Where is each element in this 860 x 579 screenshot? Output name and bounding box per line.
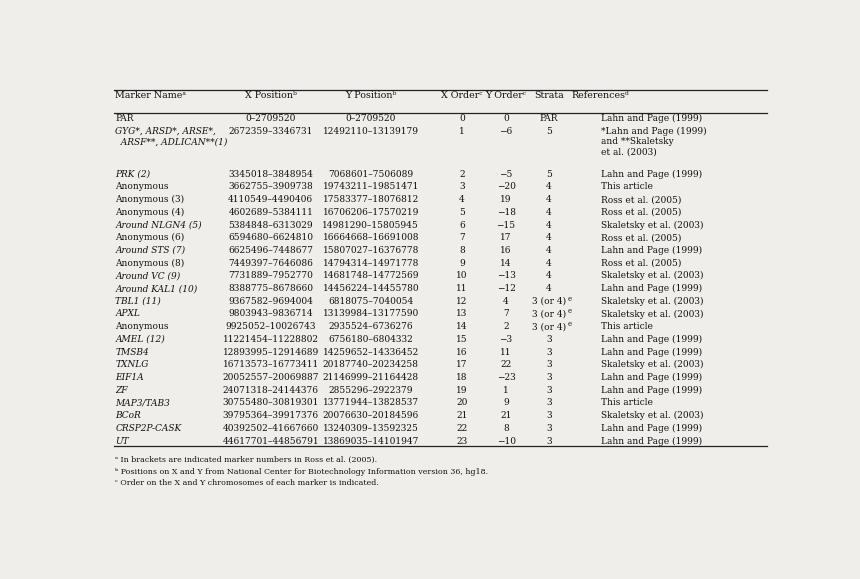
Text: Y Positionᵇ: Y Positionᵇ bbox=[345, 91, 396, 100]
Text: 16713573–16773411: 16713573–16773411 bbox=[223, 360, 319, 369]
Text: 0: 0 bbox=[459, 114, 465, 123]
Text: Lahn and Page (1999): Lahn and Page (1999) bbox=[600, 347, 702, 357]
Text: 13771944–13828537: 13771944–13828537 bbox=[322, 398, 419, 408]
Text: 23: 23 bbox=[457, 437, 468, 446]
Text: 4: 4 bbox=[459, 195, 465, 204]
Text: Ross et al. (2005): Ross et al. (2005) bbox=[600, 208, 681, 217]
Text: 3345018–3848954: 3345018–3848954 bbox=[229, 170, 313, 179]
Text: GYG*, ARSD*, ARSE*,
  ARSF**, ADLICAN**(1): GYG*, ARSD*, ARSE*, ARSF**, ADLICAN**(1) bbox=[115, 127, 228, 146]
Text: 19743211–19851471: 19743211–19851471 bbox=[322, 182, 419, 192]
Text: TXNLG: TXNLG bbox=[115, 360, 149, 369]
Text: MAP3/TAB3: MAP3/TAB3 bbox=[115, 398, 170, 408]
Text: EIF1A: EIF1A bbox=[115, 373, 144, 382]
Text: 4: 4 bbox=[546, 221, 551, 229]
Text: 3: 3 bbox=[546, 347, 551, 357]
Text: 3: 3 bbox=[546, 424, 551, 433]
Text: 16664668–16691008: 16664668–16691008 bbox=[322, 233, 419, 242]
Text: 13869035–14101947: 13869035–14101947 bbox=[322, 437, 419, 446]
Text: 40392502–41667660: 40392502–41667660 bbox=[223, 424, 319, 433]
Text: 12893995–12914689: 12893995–12914689 bbox=[223, 347, 319, 357]
Text: −23: −23 bbox=[497, 373, 515, 382]
Text: −3: −3 bbox=[500, 335, 513, 344]
Text: Lahn and Page (1999): Lahn and Page (1999) bbox=[600, 335, 702, 344]
Text: This article: This article bbox=[600, 182, 653, 192]
Text: ᵃ In brackets are indicated marker numbers in Ross et al. (2005).: ᵃ In brackets are indicated marker numbe… bbox=[115, 456, 378, 464]
Text: 20076630–20184596: 20076630–20184596 bbox=[322, 411, 419, 420]
Text: Lahn and Page (1999): Lahn and Page (1999) bbox=[600, 170, 702, 179]
Text: 4: 4 bbox=[546, 182, 551, 192]
Text: 18: 18 bbox=[457, 373, 468, 382]
Text: Skaletsky et al. (2003): Skaletsky et al. (2003) bbox=[600, 272, 703, 280]
Text: 7: 7 bbox=[503, 310, 509, 318]
Text: 2672359–3346731: 2672359–3346731 bbox=[229, 127, 313, 135]
Text: Lahn and Page (1999): Lahn and Page (1999) bbox=[600, 284, 702, 293]
Text: 3 (or 4): 3 (or 4) bbox=[531, 322, 566, 331]
Text: 8388775–8678660: 8388775–8678660 bbox=[228, 284, 313, 293]
Text: Anonymous (4): Anonymous (4) bbox=[115, 208, 185, 217]
Text: 3: 3 bbox=[546, 411, 551, 420]
Text: 2855296–2922379: 2855296–2922379 bbox=[329, 386, 413, 395]
Text: Skaletsky et al. (2003): Skaletsky et al. (2003) bbox=[600, 297, 703, 306]
Text: 14456224–14455780: 14456224–14455780 bbox=[322, 284, 419, 293]
Text: 15807027–16376778: 15807027–16376778 bbox=[322, 246, 419, 255]
Text: 2: 2 bbox=[459, 170, 465, 179]
Text: Ross et al. (2005): Ross et al. (2005) bbox=[600, 195, 681, 204]
Text: 19: 19 bbox=[457, 386, 468, 395]
Text: 22: 22 bbox=[457, 424, 468, 433]
Text: 2935524–6736276: 2935524–6736276 bbox=[329, 322, 413, 331]
Text: 0–2709520: 0–2709520 bbox=[346, 114, 396, 123]
Text: −5: −5 bbox=[500, 170, 513, 179]
Text: 24071318–24144376: 24071318–24144376 bbox=[223, 386, 319, 395]
Text: Ross et al. (2005): Ross et al. (2005) bbox=[600, 259, 681, 267]
Text: Anonymous: Anonymous bbox=[115, 322, 169, 331]
Text: 3 (or 4): 3 (or 4) bbox=[531, 310, 566, 318]
Text: −15: −15 bbox=[496, 221, 516, 229]
Text: ZF: ZF bbox=[115, 386, 128, 395]
Text: 13139984–13177590: 13139984–13177590 bbox=[322, 310, 419, 318]
Text: 30755480–30819301: 30755480–30819301 bbox=[223, 398, 319, 408]
Text: 16: 16 bbox=[501, 246, 512, 255]
Text: 3 (or 4): 3 (or 4) bbox=[531, 297, 566, 306]
Text: Around NLGN4 (5): Around NLGN4 (5) bbox=[115, 221, 202, 229]
Text: 19: 19 bbox=[501, 195, 512, 204]
Text: 4: 4 bbox=[546, 259, 551, 267]
Text: −6: −6 bbox=[500, 127, 513, 135]
Text: 8: 8 bbox=[459, 246, 465, 255]
Text: 7731889–7952770: 7731889–7952770 bbox=[229, 272, 313, 280]
Text: 14681748–14772569: 14681748–14772569 bbox=[322, 272, 419, 280]
Text: *Lahn and Page (1999)
and **Skaletsky
et al. (2003): *Lahn and Page (1999) and **Skaletsky et… bbox=[600, 127, 706, 157]
Text: Lahn and Page (1999): Lahn and Page (1999) bbox=[600, 373, 702, 382]
Text: 7449397–7646086: 7449397–7646086 bbox=[229, 259, 313, 267]
Text: PRK (2): PRK (2) bbox=[115, 170, 150, 179]
Text: 14259652–14336452: 14259652–14336452 bbox=[322, 347, 419, 357]
Text: X Positionᵇ: X Positionᵇ bbox=[245, 91, 297, 100]
Text: Marker Nameᵃ: Marker Nameᵃ bbox=[115, 91, 187, 100]
Text: X Orderᶜ: X Orderᶜ bbox=[441, 91, 482, 100]
Text: 14: 14 bbox=[501, 259, 512, 267]
Text: 20052557–20069887: 20052557–20069887 bbox=[223, 373, 319, 382]
Text: e: e bbox=[568, 320, 572, 328]
Text: 14794314–14971778: 14794314–14971778 bbox=[322, 259, 419, 267]
Text: 11: 11 bbox=[457, 284, 468, 293]
Text: 17: 17 bbox=[457, 360, 468, 369]
Text: 6594680–6624810: 6594680–6624810 bbox=[228, 233, 313, 242]
Text: 0–2709520: 0–2709520 bbox=[246, 114, 296, 123]
Text: 9925052–10026743: 9925052–10026743 bbox=[225, 322, 316, 331]
Text: 7068601–7506089: 7068601–7506089 bbox=[329, 170, 414, 179]
Text: 6: 6 bbox=[459, 221, 465, 229]
Text: 20187740–20234258: 20187740–20234258 bbox=[322, 360, 419, 369]
Text: 11221454–11228802: 11221454–11228802 bbox=[223, 335, 319, 344]
Text: −10: −10 bbox=[496, 437, 515, 446]
Text: 17: 17 bbox=[501, 233, 512, 242]
Text: 21: 21 bbox=[457, 411, 468, 420]
Text: 4: 4 bbox=[546, 208, 551, 217]
Text: 44617701–44856791: 44617701–44856791 bbox=[223, 437, 319, 446]
Text: 4: 4 bbox=[546, 195, 551, 204]
Text: 3: 3 bbox=[546, 437, 551, 446]
Text: 5: 5 bbox=[546, 127, 551, 135]
Text: 4: 4 bbox=[546, 233, 551, 242]
Text: Strata: Strata bbox=[534, 91, 563, 100]
Text: Ross et al. (2005): Ross et al. (2005) bbox=[600, 233, 681, 242]
Text: 3: 3 bbox=[546, 360, 551, 369]
Text: TBL1 (11): TBL1 (11) bbox=[115, 297, 161, 306]
